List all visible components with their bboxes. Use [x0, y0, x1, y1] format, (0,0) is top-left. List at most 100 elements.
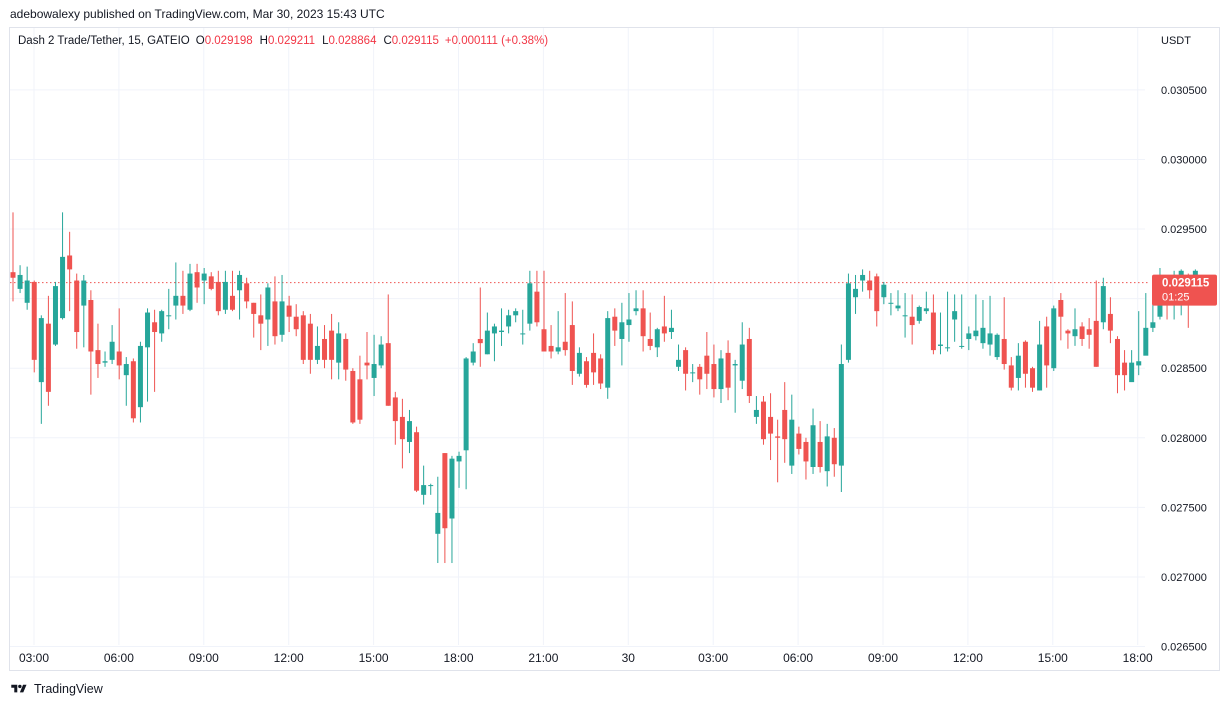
candle-body [159, 311, 165, 334]
candle [173, 262, 179, 320]
candle [279, 274, 285, 342]
candle-body [1044, 326, 1050, 366]
candle-body [605, 318, 611, 388]
candle-body [874, 276, 880, 312]
symbol-title[interactable]: Dash 2 Trade/Tether, 15, GATEIO [18, 35, 190, 47]
candle-body [845, 283, 851, 360]
candle-body [626, 319, 632, 326]
candle-body [194, 272, 200, 288]
candle [357, 355, 363, 424]
candle-body [215, 281, 221, 312]
candle-body [796, 433, 802, 449]
candle-body [95, 350, 101, 365]
candle-body [966, 333, 972, 339]
candle-body [739, 344, 745, 381]
candle [1008, 357, 1014, 391]
candle-body [1058, 300, 1064, 317]
candle-body [180, 295, 186, 306]
candle-body [463, 358, 469, 451]
candle-body [534, 291, 540, 323]
candle [322, 325, 328, 369]
candle [1022, 340, 1028, 388]
candle [10, 212, 16, 302]
candle [845, 273, 851, 363]
candle [775, 419, 781, 483]
tradingview-logo[interactable]: TradingView [9, 682, 103, 696]
candle [640, 290, 646, 352]
candle [414, 426, 420, 493]
candle-body [109, 341, 115, 360]
open-value: 0.029198 [204, 35, 253, 47]
candle-body [237, 274, 243, 291]
chart-frame[interactable] [9, 27, 1220, 671]
candle [38, 315, 44, 424]
candle [1114, 336, 1120, 394]
candle-body [499, 330, 505, 333]
candle [449, 455, 455, 564]
candle-body [314, 345, 320, 360]
x-tick-label: 03:00 [698, 651, 728, 665]
publish-caption: adebowalexy published on TradingView.com… [10, 7, 385, 21]
candle [1072, 308, 1078, 346]
candle-body [88, 300, 94, 352]
candle-body [81, 280, 87, 306]
candle-body [831, 437, 837, 465]
candle-body [399, 416, 405, 440]
high-label: H [259, 35, 268, 47]
candle-body [704, 355, 710, 374]
candle [378, 336, 384, 369]
candle-body [491, 326, 497, 334]
candle [1086, 318, 1092, 349]
candle-body [598, 358, 604, 384]
candle-body [343, 338, 349, 370]
candle-body [371, 364, 377, 378]
candle-body [973, 330, 979, 337]
candle-body [732, 364, 738, 366]
candle-body [753, 409, 759, 417]
candle [697, 364, 703, 395]
candle-body [789, 419, 795, 466]
candle-body [548, 345, 554, 352]
candle [343, 333, 349, 381]
x-tick-label: 06:00 [104, 651, 134, 665]
candle [286, 295, 292, 333]
candle-body [414, 432, 420, 491]
grid-lines [10, 28, 1145, 648]
candle-body [484, 330, 490, 355]
candle [654, 327, 660, 358]
candle-body [562, 341, 568, 351]
candle-body [173, 295, 179, 306]
candle [392, 391, 398, 445]
candle [690, 364, 696, 383]
x-tick-label: 06:00 [783, 651, 813, 665]
candle [81, 274, 87, 348]
candle [399, 398, 405, 469]
candle [966, 326, 972, 351]
candle-body [654, 329, 660, 348]
candle [513, 308, 519, 323]
candle [187, 263, 193, 312]
candle [499, 308, 505, 346]
candle-body [222, 281, 228, 310]
x-tick-label: 30 [622, 651, 636, 665]
candle [237, 270, 243, 320]
candle [718, 350, 724, 403]
candle-body [1065, 330, 1071, 334]
candle-body [10, 272, 16, 278]
candle [88, 290, 94, 395]
candle-body [506, 315, 512, 327]
candle [987, 295, 993, 356]
candle-body [258, 315, 264, 324]
candle-body [683, 350, 689, 374]
candle-body [229, 295, 235, 310]
candle [166, 288, 172, 330]
candle-body [760, 401, 766, 440]
candle [732, 359, 738, 413]
candle-body [1079, 326, 1085, 339]
candle-body [300, 315, 306, 360]
candle-body [244, 283, 250, 302]
candle-body [527, 283, 533, 324]
close-label: C [383, 35, 392, 47]
candle-body [1030, 368, 1036, 388]
